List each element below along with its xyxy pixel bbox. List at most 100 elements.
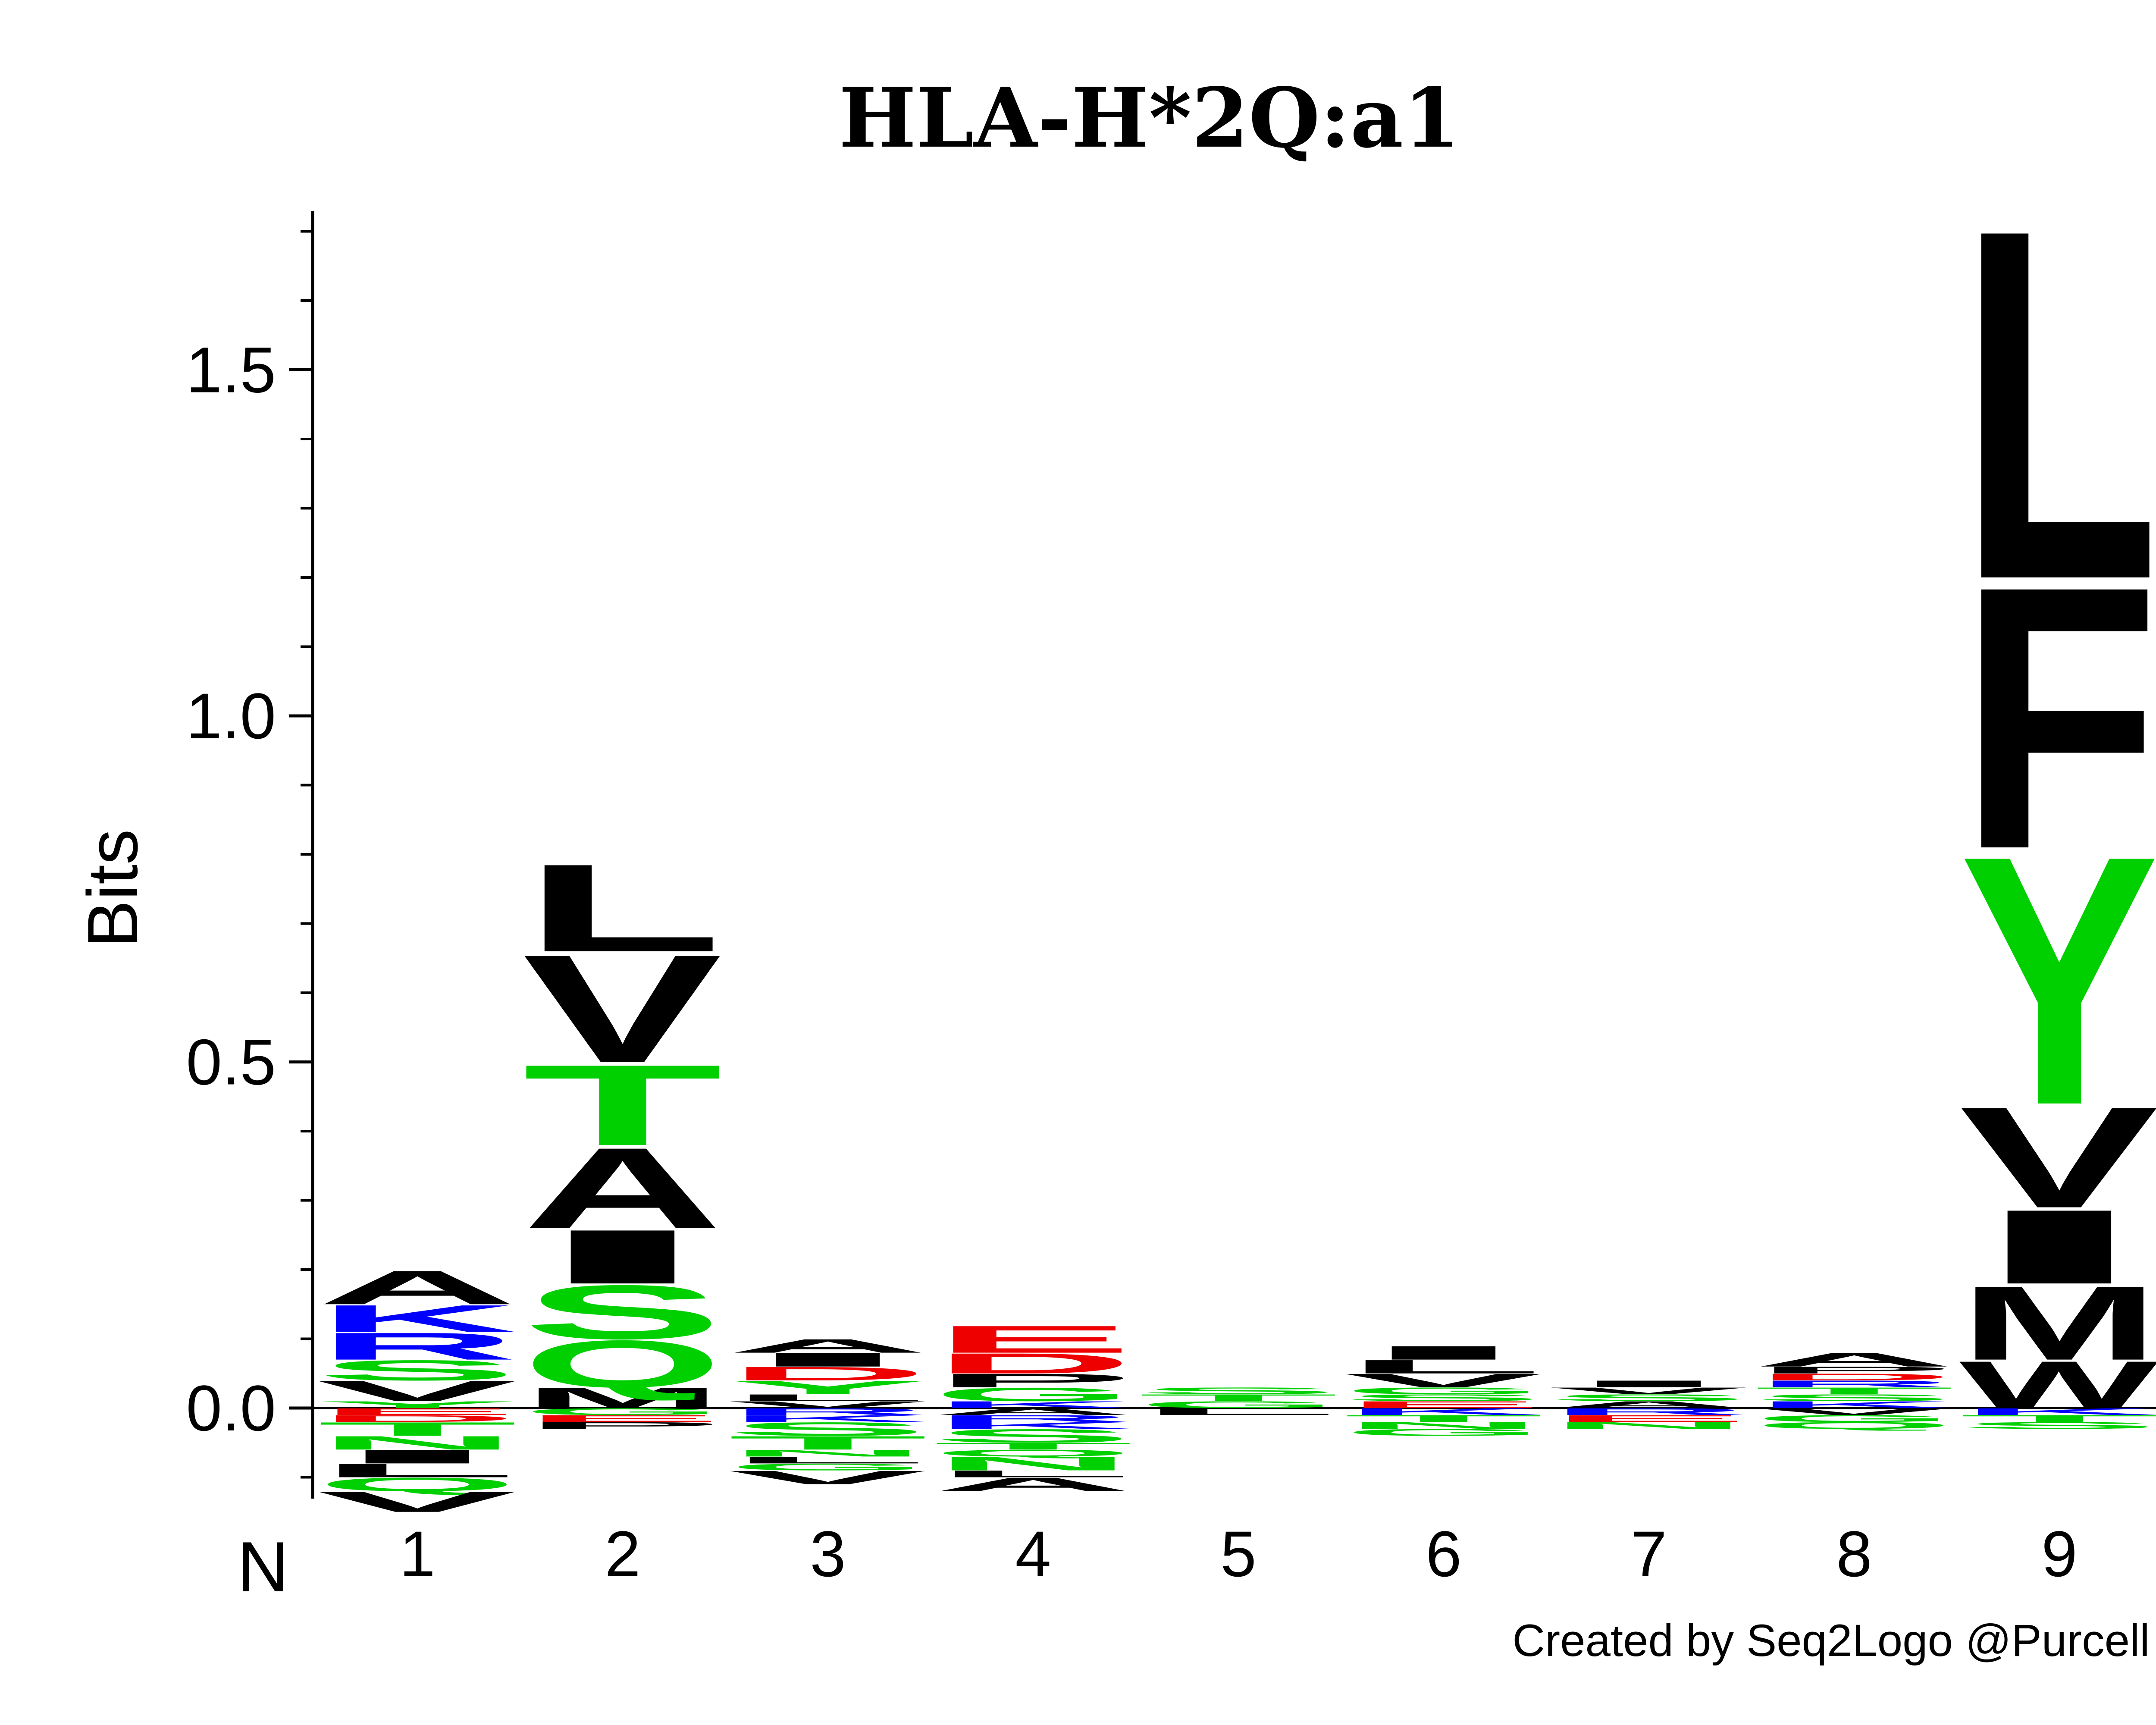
y-axis-label: Bits xyxy=(73,829,152,947)
residue-S: S xyxy=(728,1418,928,1440)
y-tick-label: 1.5 xyxy=(186,334,276,406)
residue-K: K xyxy=(933,1399,1133,1410)
residue-D: D xyxy=(317,1413,517,1424)
residue-R: R xyxy=(1754,1379,1954,1389)
residue-T: T xyxy=(1138,1393,1338,1403)
residue-S: S xyxy=(523,1269,723,1355)
residue-S: S xyxy=(1138,1386,1338,1396)
residue-D: D xyxy=(933,1347,1133,1380)
residue-S: S xyxy=(1754,1393,1954,1403)
residue-K: K xyxy=(933,1420,1133,1431)
residue-Q: Q xyxy=(523,1327,723,1402)
residue-G: G xyxy=(1754,1413,1954,1424)
residue-G: G xyxy=(1344,1386,1544,1396)
residue-T: T xyxy=(1754,1386,1954,1396)
x-tick-label: 7 xyxy=(1631,1518,1667,1590)
residue-A: A xyxy=(933,1406,1133,1417)
residue-N: N xyxy=(1549,1420,1749,1431)
residue-A: A xyxy=(933,1474,1133,1495)
residue-A: A xyxy=(1754,1349,1954,1371)
residue-M: M xyxy=(523,1382,723,1414)
residue-V: V xyxy=(317,1375,518,1408)
residue-K: K xyxy=(1959,1406,2156,1417)
residue-E: E xyxy=(523,1413,723,1424)
y-tick-label: 0.0 xyxy=(186,1372,276,1444)
residue-I: I xyxy=(728,1349,928,1371)
residue-S: S xyxy=(317,1354,517,1386)
residue-S: S xyxy=(1344,1393,1544,1403)
residue-K: K xyxy=(728,1413,928,1424)
residue-I: I xyxy=(317,1446,517,1468)
residue-G: G xyxy=(933,1384,1133,1405)
residue-S: S xyxy=(1549,1393,1749,1403)
residue-S: S xyxy=(933,1425,1133,1447)
residue-M: M xyxy=(1959,1264,2156,1382)
residue-K: K xyxy=(1754,1399,1954,1410)
residue-V: V xyxy=(728,1399,928,1410)
residue-T: T xyxy=(1344,1413,1544,1424)
residue-L: L xyxy=(728,1393,928,1403)
residue-P: P xyxy=(933,1370,1133,1392)
residue-Y: Y xyxy=(317,1399,517,1410)
residue-A: A xyxy=(523,1124,723,1252)
residue-N: N xyxy=(728,1448,928,1458)
residue-I: I xyxy=(1344,1342,1544,1364)
residue-L: L xyxy=(1344,1356,1544,1377)
residue-K: K xyxy=(317,1297,517,1340)
residue-Q: Q xyxy=(933,1448,1133,1458)
residue-P: P xyxy=(523,1420,723,1431)
y-tick-label: 1.0 xyxy=(186,680,276,752)
x-axis-labels: 1 2 3 4 5 6 7 8 9 xyxy=(399,1518,2077,1590)
residue-E: E xyxy=(933,1318,1133,1361)
residue-V: V xyxy=(523,922,723,1095)
residue-D: D xyxy=(728,1363,928,1384)
residue-E: E xyxy=(317,1406,517,1417)
residue-V: V xyxy=(728,1467,928,1488)
residue-S: S xyxy=(1959,1420,2156,1431)
y-tick-label: 0.5 xyxy=(186,1026,276,1098)
residue-Q: Q xyxy=(1754,1420,1954,1431)
residue-T: T xyxy=(523,1041,723,1170)
x-tick-label: 8 xyxy=(1836,1518,1872,1590)
residue-P: P xyxy=(1754,1365,1954,1376)
residue-R: R xyxy=(728,1406,928,1417)
x-tick-label: 5 xyxy=(1220,1518,1256,1590)
residue-G: G xyxy=(1344,1427,1544,1438)
x-tick-label: 6 xyxy=(1426,1518,1461,1590)
x-tick-label: 4 xyxy=(1015,1518,1051,1590)
residue-N: N xyxy=(933,1453,1133,1474)
n-terminus-label: N xyxy=(237,1527,288,1606)
x-tick-label: 2 xyxy=(605,1518,640,1590)
residue-I: I xyxy=(1549,1379,1749,1389)
residue-R: R xyxy=(933,1413,1133,1424)
residue-F: F xyxy=(1959,508,2156,927)
residue-T: T xyxy=(317,1418,517,1440)
residue-L: L xyxy=(1138,1406,1338,1417)
residue-G: G xyxy=(1138,1399,1338,1410)
residue-E: E xyxy=(1549,1413,1749,1424)
residue-V: V xyxy=(1959,1077,2156,1238)
residue-A: A xyxy=(317,1261,517,1314)
residue-T: T xyxy=(933,1441,1133,1452)
chart-title: HLA-H*2Q:a1 xyxy=(839,70,1460,166)
residue-G: G xyxy=(523,1406,723,1417)
residue-Y: Y xyxy=(1959,781,2156,1179)
x-tick-label: 3 xyxy=(810,1518,846,1590)
residue-V: V xyxy=(1754,1406,1955,1417)
residue-L: L xyxy=(933,1468,1133,1479)
residue-I: I xyxy=(523,1214,723,1300)
residue-N: N xyxy=(1344,1420,1544,1431)
residue-V: V xyxy=(317,1486,518,1518)
residue-L: L xyxy=(317,1460,517,1481)
residue-R: R xyxy=(317,1325,517,1368)
x-tick-label: 1 xyxy=(399,1518,435,1590)
residue-T: T xyxy=(728,1432,928,1454)
y-ticks: 0.0 0.5 1.0 1.5 xyxy=(186,230,313,1479)
residue-K: K xyxy=(1344,1406,1544,1417)
residue-R: R xyxy=(1549,1406,1749,1417)
residue-E: E xyxy=(1344,1399,1544,1410)
residue-L: L xyxy=(1959,125,2156,684)
x-tick-label: 9 xyxy=(2041,1518,2077,1590)
residue-D: D xyxy=(1754,1372,1954,1383)
residue-G: G xyxy=(728,1462,928,1472)
